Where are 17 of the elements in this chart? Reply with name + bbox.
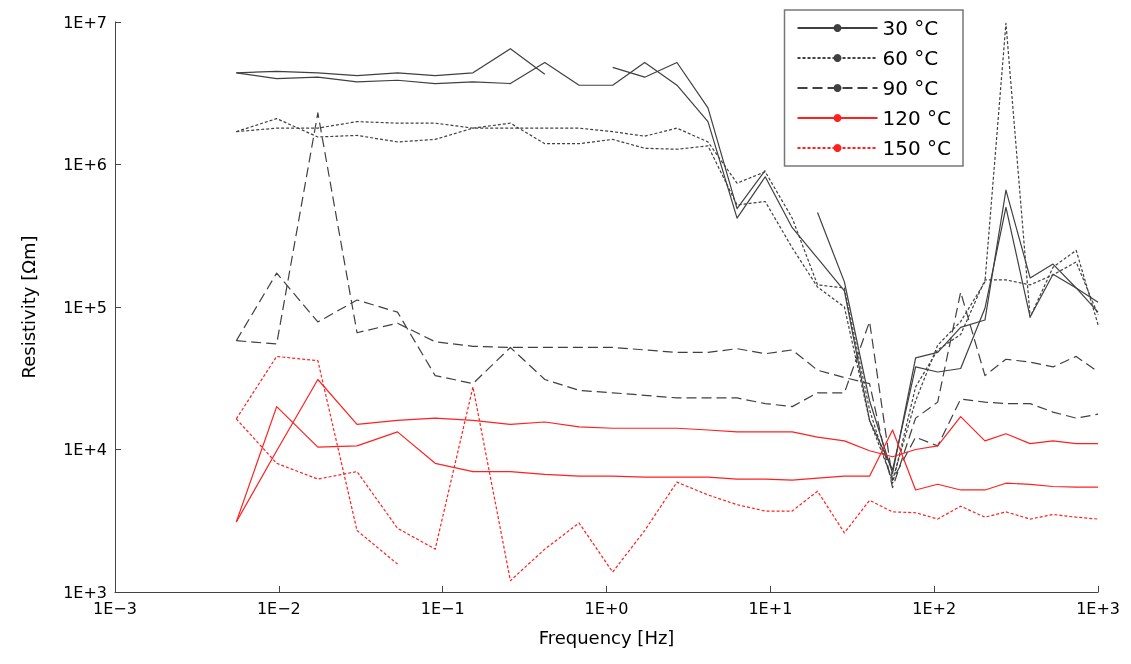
x-tick-label: 1E−2 [256,598,301,618]
y-tick-label: 1E+7 [63,12,107,32]
x-tick-label: 1E+1 [748,598,793,618]
x-tick-label: 1E−1 [420,598,465,618]
x-tick-label: 1E+0 [584,598,629,618]
x-tick-label: 1E+2 [912,598,957,618]
legend-label: 60 °C [882,46,939,70]
legend-label: 30 °C [882,16,939,40]
x-axis-title: Frequency [Hz] [538,626,675,648]
y-tick-label: 1E+4 [63,440,107,459]
x-tick-label: 1E+3 [1076,598,1120,618]
legend-label: 90 °C [882,76,939,100]
legend-label: 120 °C [882,106,951,130]
y-tick-label: 1E+6 [63,155,107,174]
y-tick-label: 1E+5 [63,297,107,317]
legend-label: 150 °C [882,136,951,160]
y-axis-title: Resistivity [Ωm] [17,235,39,379]
